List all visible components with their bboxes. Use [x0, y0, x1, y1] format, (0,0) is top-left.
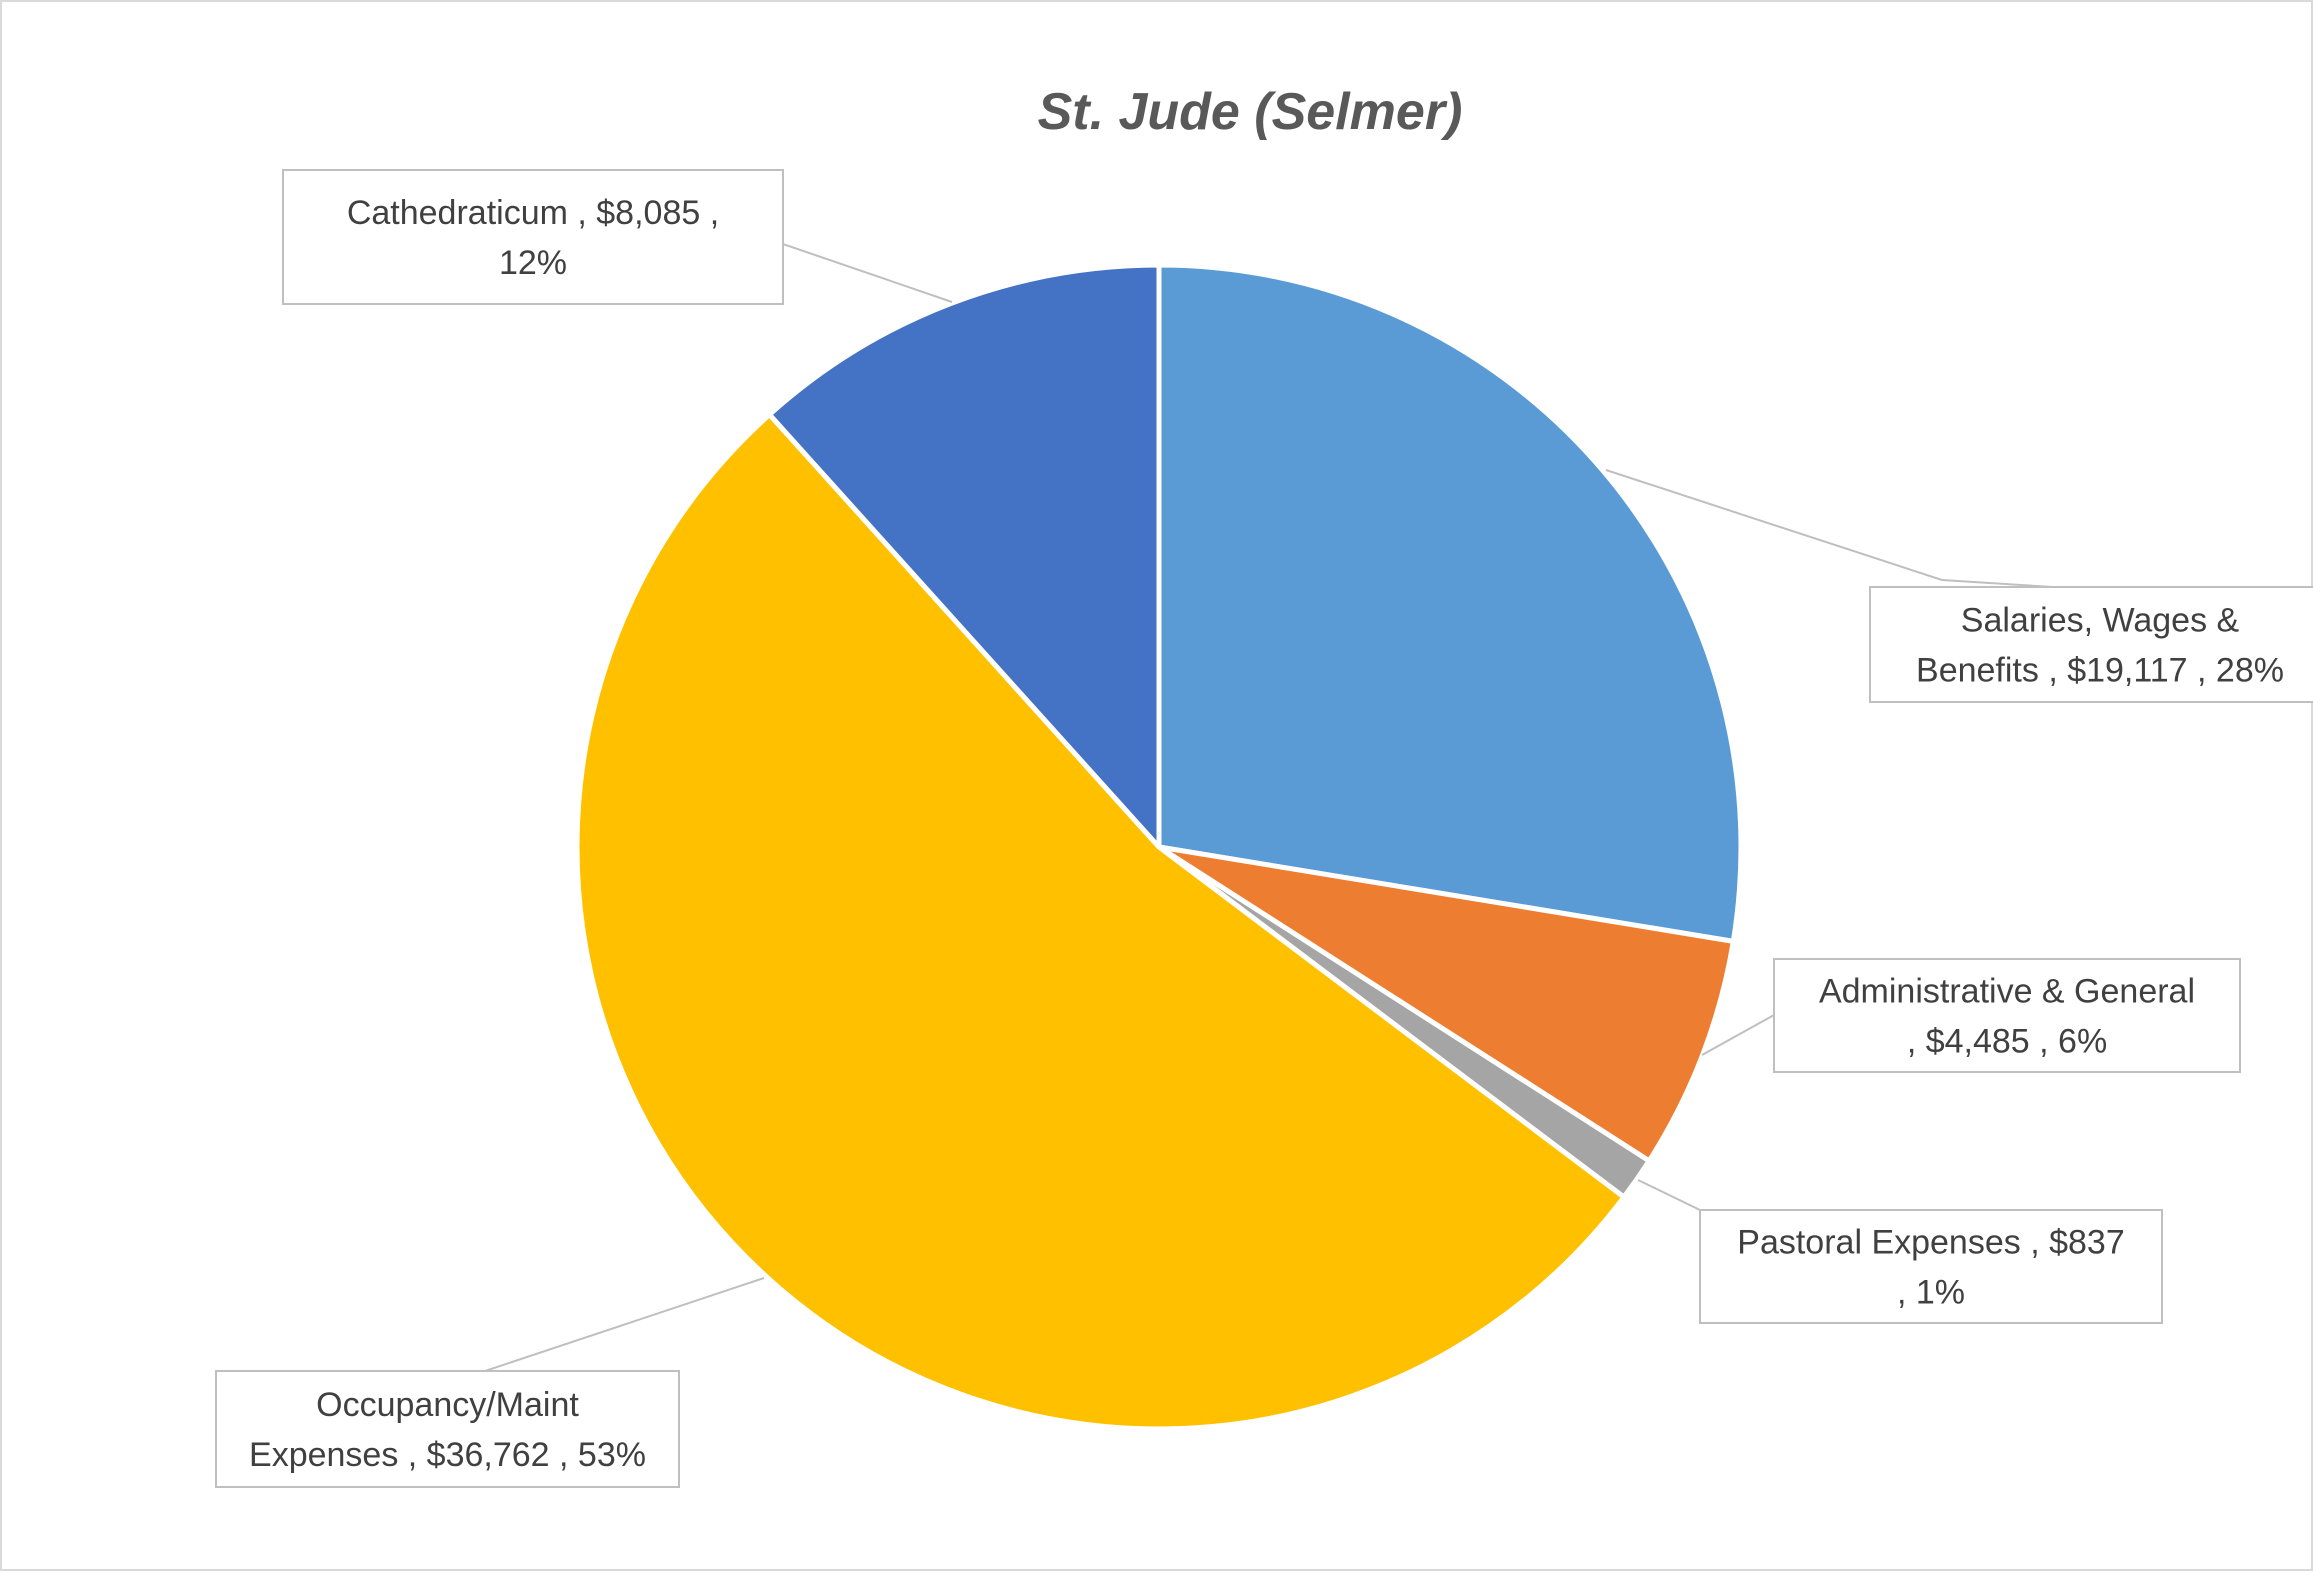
data-label-box-pastoral-expenses [1699, 1209, 2163, 1324]
pie-slice-salaries-wages-benefits [1156, 262, 1744, 944]
data-label-salaries-wages-benefits-line-1: Salaries, Wages & [1961, 602, 2240, 640]
data-label-box-cathedraticum [282, 169, 784, 305]
leader-line-occupancy-maint-expenses [484, 1277, 765, 1372]
data-label-pastoral-expenses-line-1: Pastoral Expenses , $837 [1737, 1224, 2124, 1262]
leader-line-pastoral-expenses [1637, 1179, 1701, 1211]
data-label-cathedraticum-line-2: 12% [499, 244, 567, 282]
chart-title: St. Jude (Selmer) [1038, 83, 1463, 141]
data-label-administrative-general-line-1: Administrative & General [1819, 973, 2195, 1011]
leader-line-salaries-wages-benefits [1605, 469, 2053, 588]
labels-layer: Salaries, Wages & Benefits , $19,117 , 28… [215, 169, 2313, 1488]
slices-layer [574, 262, 1744, 1432]
leader-line-administrative-general [1701, 1014, 1775, 1056]
leader-line-cathedraticum [782, 242, 953, 303]
data-label-administrative-general-line-2: , $4,485 , 6% [1907, 1023, 2107, 1061]
data-label-box-salaries-wages-benefits [1869, 586, 2313, 703]
data-label-box-administrative-general [1773, 958, 2241, 1073]
data-label-occupancy-maint-expenses-line-2: Expenses , $36,762 , 53% [249, 1436, 646, 1474]
pie-slice-cathedraticum [767, 262, 1162, 850]
data-label-salaries-wages-benefits-line-2: Benefits , $19,117 , 28% [1916, 652, 2284, 690]
data-label-pastoral-expenses-line-2: , 1% [1897, 1274, 1965, 1312]
data-label-occupancy-maint-expenses-line-1: Occupancy/Maint [316, 1386, 579, 1424]
pie-slice-occupancy-maint-expenses [574, 412, 1627, 1432]
data-label-cathedraticum-line-1: Cathedraticum , $8,085 , [347, 194, 719, 232]
data-label-box-occupancy-maint-expenses [215, 1370, 680, 1488]
